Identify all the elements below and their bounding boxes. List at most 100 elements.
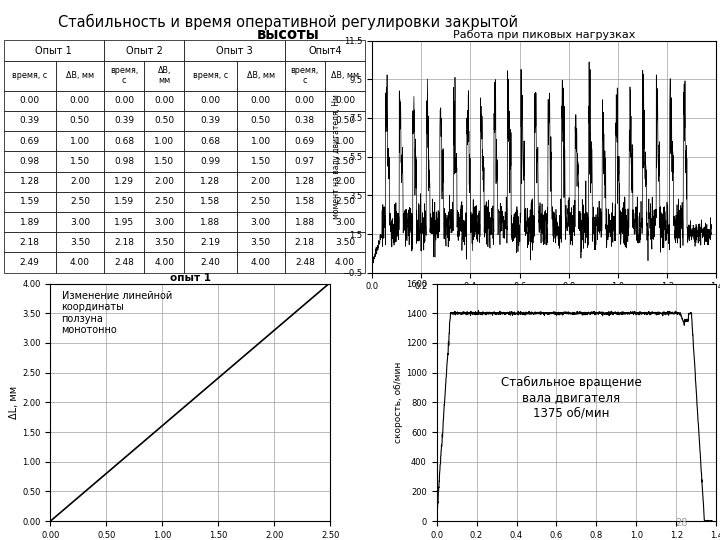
Bar [284, 151, 325, 172]
Bar [4, 131, 56, 151]
Text: 1.28: 1.28 [294, 177, 315, 186]
Text: 1.58: 1.58 [294, 198, 315, 206]
Text: 0.00: 0.00 [294, 96, 315, 105]
Text: 0.39: 0.39 [19, 117, 40, 125]
Bar [284, 253, 325, 273]
Text: 1.50: 1.50 [70, 157, 90, 166]
Text: 3.50: 3.50 [335, 238, 355, 247]
Bar [56, 111, 104, 131]
Bar [184, 131, 237, 151]
Bar [184, 151, 237, 172]
Bar [56, 91, 104, 111]
Text: 0.69: 0.69 [19, 137, 40, 146]
Text: 4.00: 4.00 [335, 258, 355, 267]
Text: 0.50: 0.50 [70, 117, 90, 125]
Bar [184, 61, 237, 91]
Text: 1.29: 1.29 [114, 177, 134, 186]
Bar [237, 111, 284, 131]
Bar [104, 232, 144, 253]
Bar [325, 111, 365, 131]
Text: 0.68: 0.68 [114, 137, 134, 146]
Bar [104, 172, 144, 192]
Text: 2.18: 2.18 [19, 238, 40, 247]
Text: 2.18: 2.18 [114, 238, 134, 247]
Text: 0.99: 0.99 [200, 157, 220, 166]
Text: Опыт 1: Опыт 1 [35, 46, 72, 56]
Bar [237, 91, 284, 111]
Text: 28: 28 [675, 518, 688, 529]
Text: 3.50: 3.50 [70, 238, 90, 247]
Bar [4, 61, 56, 91]
Bar [284, 212, 325, 232]
Bar [237, 192, 284, 212]
Text: Опыт 3: Опыт 3 [216, 46, 253, 56]
Bar [184, 212, 237, 232]
Text: 2.19: 2.19 [200, 238, 220, 247]
Bar [144, 212, 184, 232]
Text: 2.48: 2.48 [114, 258, 134, 267]
Bar [4, 111, 56, 131]
Bar [284, 232, 325, 253]
Text: 0.00: 0.00 [251, 96, 271, 105]
Text: 0.98: 0.98 [114, 157, 134, 166]
Bar [284, 91, 325, 111]
Bar [144, 253, 184, 273]
Text: 0.39: 0.39 [200, 117, 220, 125]
Text: 1.00: 1.00 [335, 137, 355, 146]
Bar [4, 40, 104, 61]
Bar [325, 192, 365, 212]
Bar [4, 172, 56, 192]
Bar [144, 111, 184, 131]
Text: 2.00: 2.00 [335, 177, 355, 186]
Text: 1.00: 1.00 [154, 137, 174, 146]
Bar [325, 212, 365, 232]
Bar [56, 253, 104, 273]
Bar [4, 253, 56, 273]
Bar [56, 131, 104, 151]
Text: время,
с: время, с [291, 66, 319, 85]
Bar [325, 172, 365, 192]
Bar [144, 172, 184, 192]
Text: время, с: время, с [193, 71, 228, 80]
Text: Опыт4: Опыт4 [308, 46, 342, 56]
Text: 1.89: 1.89 [19, 218, 40, 227]
Bar [184, 40, 284, 61]
Bar [284, 40, 365, 61]
Text: 1.28: 1.28 [200, 177, 220, 186]
Text: 2.00: 2.00 [251, 177, 271, 186]
Title: опыт 1: опыт 1 [170, 273, 211, 283]
Text: время,
с: время, с [110, 66, 138, 85]
Bar [104, 253, 144, 273]
Y-axis label: момент на валу двигателя, Нм: момент на валу двигателя, Нм [332, 94, 341, 219]
Text: ΔB, мм: ΔB, мм [66, 71, 94, 80]
Text: 1.88: 1.88 [200, 218, 220, 227]
Bar [104, 131, 144, 151]
Text: 2.49: 2.49 [19, 258, 40, 267]
Text: 0.00: 0.00 [154, 96, 174, 105]
Text: 2.18: 2.18 [294, 238, 315, 247]
Bar [56, 151, 104, 172]
Bar [104, 111, 144, 131]
Text: 3.50: 3.50 [154, 238, 174, 247]
Bar [144, 91, 184, 111]
Text: 2.50: 2.50 [70, 198, 90, 206]
Bar [184, 192, 237, 212]
Bar [4, 91, 56, 111]
Text: 1.00: 1.00 [70, 137, 90, 146]
Bar [284, 131, 325, 151]
Text: 3.00: 3.00 [154, 218, 174, 227]
Text: 0.00: 0.00 [19, 96, 40, 105]
Text: 3.00: 3.00 [251, 218, 271, 227]
Bar [56, 61, 104, 91]
Text: 2.50: 2.50 [251, 198, 271, 206]
Text: 0.00: 0.00 [200, 96, 220, 105]
Bar [237, 131, 284, 151]
Bar [4, 151, 56, 172]
Text: 0.98: 0.98 [19, 157, 40, 166]
Text: 2.40: 2.40 [200, 258, 220, 267]
Text: 2.50: 2.50 [335, 198, 355, 206]
Text: 0.00: 0.00 [335, 96, 355, 105]
Bar [237, 212, 284, 232]
Bar [237, 232, 284, 253]
Text: 2.50: 2.50 [154, 198, 174, 206]
